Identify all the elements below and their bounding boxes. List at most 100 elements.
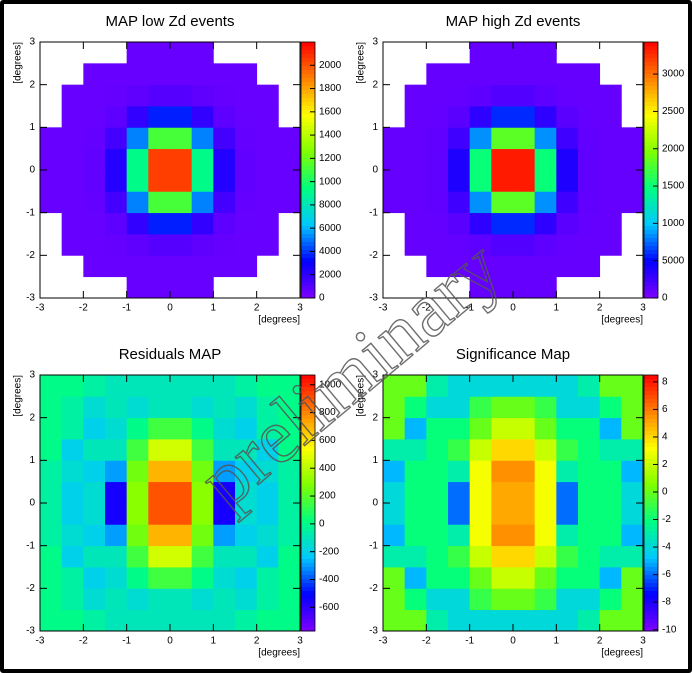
colorbar-step xyxy=(644,427,658,432)
heatmap-cell xyxy=(599,234,622,256)
heatmap-cell xyxy=(83,148,106,171)
heatmap-cell xyxy=(534,148,557,171)
colorbar-step xyxy=(301,527,315,532)
heatmap-cell xyxy=(148,609,171,632)
colorbar-step xyxy=(301,559,315,564)
y-tick-label: 0 xyxy=(29,498,35,509)
heatmap-cell xyxy=(469,439,492,461)
x-tick-label: -1 xyxy=(122,303,131,314)
colorbar-step xyxy=(301,138,315,143)
heatmap-cell xyxy=(61,234,84,256)
heatmap-cell xyxy=(126,234,149,256)
colorbar-step xyxy=(301,58,315,63)
heatmap-cell xyxy=(578,503,601,525)
colorbar-step xyxy=(301,282,315,287)
heatmap-cell xyxy=(599,439,622,461)
heatmap-cell xyxy=(534,375,557,397)
heatmap-cell xyxy=(126,417,149,440)
colorbar-step xyxy=(301,483,315,488)
heatmap-cell xyxy=(83,234,106,256)
heatmap-cell xyxy=(256,609,279,632)
heatmap-cell xyxy=(426,375,449,397)
colorbar-step xyxy=(644,515,658,520)
heatmap-cell xyxy=(148,212,171,235)
colorbar-step xyxy=(301,270,315,275)
colorbar-step xyxy=(644,443,658,448)
heatmap-cell xyxy=(534,567,557,589)
heatmap-cell xyxy=(448,439,471,461)
colorbar-step xyxy=(644,595,658,600)
x-tick-label: -2 xyxy=(79,303,88,314)
colorbar-step xyxy=(644,46,658,51)
heatmap-cell xyxy=(491,191,514,214)
heatmap-cell xyxy=(448,106,471,128)
heatmap-cell xyxy=(191,460,214,483)
heatmap-cell xyxy=(191,567,214,589)
heatmap-cell xyxy=(170,234,193,256)
heatmap-cell xyxy=(556,234,579,256)
heatmap-cell xyxy=(105,106,128,128)
colorbar-step xyxy=(301,206,315,211)
heatmap-cell xyxy=(235,255,258,278)
colorbar-step xyxy=(644,539,658,544)
chart-title: MAP low Zd events xyxy=(106,13,235,30)
heatmap-cell xyxy=(61,503,84,525)
colorbar-step xyxy=(644,90,658,95)
x-tick-label: 0 xyxy=(167,303,173,314)
colorbar-step xyxy=(644,282,658,287)
heatmap-cell xyxy=(513,460,536,483)
colorbar-step xyxy=(301,407,315,412)
colorbar-tick-label: 5000 xyxy=(662,255,685,266)
heatmap-cell xyxy=(40,588,63,611)
heatmap-cell xyxy=(578,588,601,611)
colorbar-step xyxy=(644,86,658,91)
y-tick-label: -2 xyxy=(369,583,378,594)
colorbar-step xyxy=(644,439,658,444)
heatmap-cell xyxy=(621,170,644,192)
colorbar-step xyxy=(644,130,658,135)
colorbar-step xyxy=(301,435,315,440)
colorbar-step xyxy=(301,563,315,568)
heatmap-cell xyxy=(404,375,427,397)
heatmap-cell xyxy=(534,63,557,86)
heatmap-cell xyxy=(578,545,601,568)
heatmap-cell xyxy=(513,545,536,568)
heatmap-cell xyxy=(83,460,106,483)
heatmap-cell xyxy=(83,84,106,107)
colorbar-step xyxy=(644,471,658,476)
colorbar-step xyxy=(644,507,658,512)
heatmap-cell xyxy=(105,127,128,150)
colorbar-step xyxy=(644,134,658,139)
heatmap-cell xyxy=(256,545,279,568)
x-tick-label: -3 xyxy=(379,636,388,647)
heatmap-cell xyxy=(513,567,536,589)
colorbar-step xyxy=(644,250,658,255)
colorbar-step xyxy=(301,399,315,404)
colorbar-step xyxy=(301,491,315,496)
heatmap-cell xyxy=(235,84,258,107)
heatmap-cell xyxy=(170,609,193,632)
heatmap-cell xyxy=(256,106,279,128)
heatmap-cell xyxy=(235,567,258,589)
heatmap-cell xyxy=(278,609,301,632)
colorbar-step xyxy=(644,431,658,436)
colorbar-step xyxy=(301,567,315,572)
colorbar-step xyxy=(301,571,315,576)
heatmap-cell xyxy=(148,276,171,299)
heatmap-cell xyxy=(148,191,171,214)
heatmap-cell xyxy=(148,84,171,107)
y-tick-label: -1 xyxy=(26,207,35,218)
heatmap-cell xyxy=(578,170,601,192)
heatmap-cell xyxy=(578,567,601,589)
colorbar-step xyxy=(644,567,658,572)
colorbar-step xyxy=(644,242,658,247)
colorbar-step xyxy=(644,527,658,532)
heatmap-cell xyxy=(469,481,492,504)
heatmap-cell xyxy=(126,148,149,171)
heatmap-cell xyxy=(383,567,406,589)
heatmap-cell xyxy=(426,545,449,568)
heatmap-cell xyxy=(621,396,644,419)
heatmap-cell xyxy=(556,106,579,128)
heatmap-cell xyxy=(556,84,579,107)
x-tick-label: -2 xyxy=(422,303,431,314)
